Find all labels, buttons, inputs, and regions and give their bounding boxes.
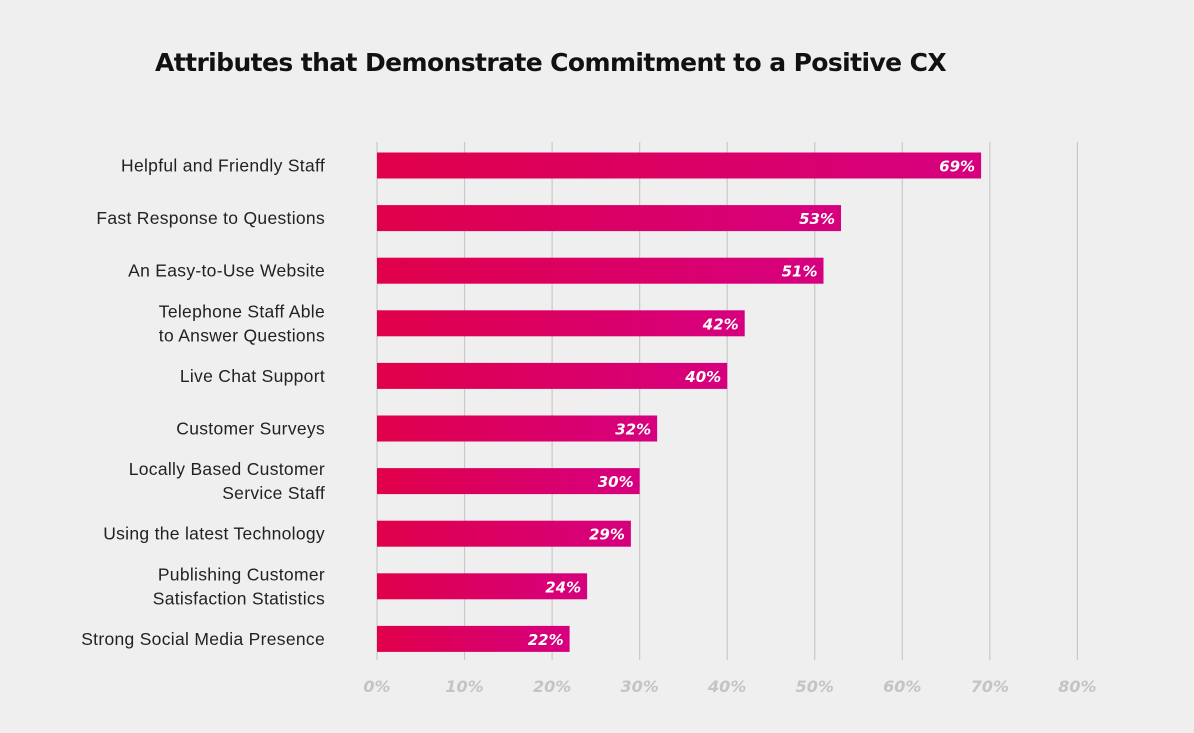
bar (377, 205, 842, 232)
x-tick-label: 80% (1058, 677, 1096, 696)
category-labels: Helpful and Friendly Staff Fast Response … (81, 156, 325, 649)
bar-value-label: 30% (598, 473, 634, 491)
bar-value-label: 29% (589, 526, 625, 544)
bar (377, 310, 745, 337)
category-label: Using the latest Technology (103, 524, 325, 544)
category-label: Publishing Customer Satisfaction Statisti… (153, 564, 325, 608)
bar-value-label: 42% (702, 315, 739, 333)
x-tick-label: 40% (707, 677, 746, 696)
category-label: An Easy-to-Use Website (128, 261, 325, 281)
category-label: Locally Based Customer Service Staff (129, 459, 325, 503)
bar-value-label: 32% (615, 421, 651, 439)
x-tick-label: 70% (971, 677, 1009, 696)
bars (377, 152, 982, 652)
x-tick-label: 50% (796, 677, 834, 696)
bar (377, 415, 658, 442)
x-tick-label: 30% (621, 677, 659, 696)
x-tick-label: 60% (883, 677, 921, 696)
bar-value-label: 69% (939, 158, 975, 176)
category-label: Customer Surveys (176, 419, 325, 439)
bar (377, 257, 824, 284)
category-label: Live Chat Support (180, 366, 325, 386)
bar (377, 520, 631, 547)
chart-title: Attributes that Demonstrate Commitment t… (155, 48, 947, 77)
x-tick-label: 20% (533, 677, 571, 696)
bar-value-label: 22% (528, 631, 564, 649)
bar-value-label: 53% (799, 210, 835, 228)
bar (377, 468, 640, 495)
x-tick-label: 0% (363, 677, 390, 696)
bar (377, 625, 570, 652)
category-label: Strong Social Media Presence (81, 629, 325, 649)
bar (377, 362, 728, 389)
bar-value-label: 40% (684, 368, 721, 386)
category-label: Helpful and Friendly Staff (121, 156, 325, 176)
category-label: Fast Response to Questions (96, 208, 325, 228)
value-labels: 69% 53% 51% 42% 40% 32% 30% 29% 24% 22% (528, 158, 975, 649)
x-tick-label: 10% (445, 677, 483, 696)
x-axis-tick-labels: 0% 10% 20% 30% 40% 50% 60% 70% 80% (363, 677, 1096, 696)
bar-value-label: 51% (782, 263, 818, 281)
category-label: Telephone Staff Able to Answer Questions (159, 301, 325, 345)
bar (377, 152, 982, 179)
bar-value-label: 24% (545, 578, 581, 596)
bar (377, 573, 588, 600)
